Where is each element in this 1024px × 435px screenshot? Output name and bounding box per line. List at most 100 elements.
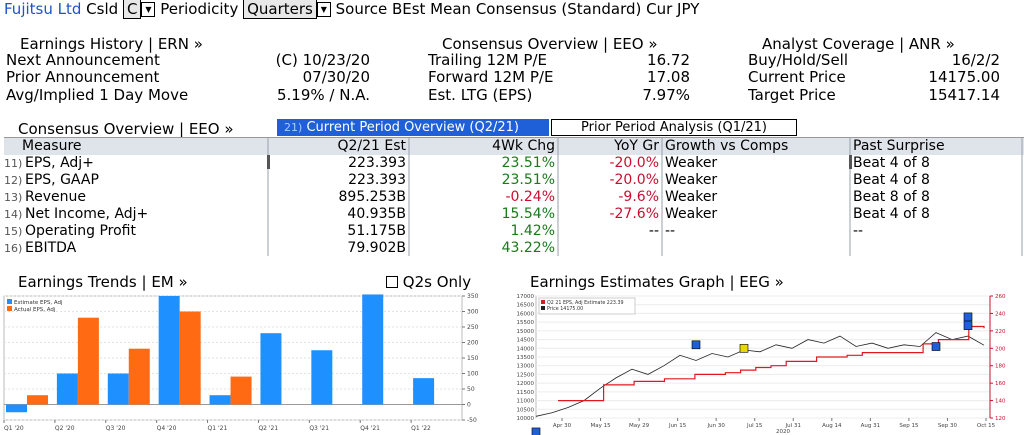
bar-estimate bbox=[260, 333, 282, 405]
tab-prior-period[interactable]: Prior Period Analysis (Q1/21) bbox=[551, 119, 797, 136]
row-growth-vs-comps: Weaker bbox=[665, 189, 718, 205]
row-number: 15) bbox=[4, 225, 23, 238]
right-tick-label: 220 bbox=[995, 329, 1006, 335]
tab-prior-label: Prior Period Analysis (Q1/21) bbox=[581, 120, 767, 135]
bar-estimate bbox=[413, 378, 435, 405]
year-label: 2020 bbox=[776, 429, 790, 435]
left-tick-label: 14000 bbox=[517, 346, 535, 352]
row-measure: Net Income, Adj+ bbox=[25, 206, 149, 222]
row-4wk-change: 23.51% bbox=[501, 155, 555, 171]
row-past-surprise: Beat 8 of 8 bbox=[853, 189, 930, 205]
bar-estimate bbox=[311, 350, 333, 405]
left-tick-label: 16500 bbox=[517, 303, 535, 309]
row-yoy-growth: -27.6% bbox=[609, 206, 659, 222]
row-estimate: 895.253B bbox=[338, 189, 407, 205]
earnings-trends-link[interactable]: Earnings Trends | EM » bbox=[18, 273, 188, 291]
right-tick-label: 140 bbox=[995, 399, 1006, 405]
bar-estimate bbox=[6, 404, 27, 413]
x-tick-label: Sep 15 bbox=[899, 423, 919, 429]
y-tick-label: 300 bbox=[467, 309, 479, 316]
col-measure[interactable]: Measure bbox=[22, 138, 82, 154]
consensus-overview-link[interactable]: Consensus Overview | EEO » bbox=[442, 35, 658, 53]
row-number: 14) bbox=[4, 208, 23, 221]
x-tick-label: Q3 '21 bbox=[309, 425, 329, 432]
tab-current-label: Current Period Overview (Q2/21) bbox=[306, 120, 519, 135]
col-yoy-gr[interactable]: YoY Gr bbox=[614, 138, 659, 154]
row-4wk-change: 43.22% bbox=[501, 240, 555, 256]
bar-estimate bbox=[158, 296, 180, 405]
ltg-label: Est. LTG (EPS) bbox=[428, 86, 533, 104]
left-tick-label: 11500 bbox=[517, 390, 535, 396]
periodicity-select[interactable]: Quarters bbox=[243, 0, 317, 19]
event-marker bbox=[739, 343, 749, 353]
right-tick-label: 260 bbox=[995, 294, 1006, 300]
next-announcement-label: Next Announcement bbox=[6, 51, 160, 69]
col-past-surprise[interactable]: Past Surprise bbox=[853, 138, 945, 154]
periodicity-label: Periodicity bbox=[160, 0, 239, 18]
row-estimate: 223.393 bbox=[348, 155, 406, 171]
trailing-pe-value: 16.72 bbox=[647, 51, 690, 69]
y-tick-label: 100 bbox=[467, 371, 479, 378]
y-tick-label: 250 bbox=[467, 324, 479, 331]
consensus-overview-section-link[interactable]: Consensus Overview | EEO » bbox=[18, 120, 234, 138]
y-tick-label: 350 bbox=[467, 293, 479, 300]
header-bar: Fujitsu Ltd Csld C ▼ Periodicity Quarters… bbox=[4, 0, 699, 19]
row-past-surprise: Beat 4 of 8 bbox=[853, 172, 930, 188]
earnings-estimates-graph-link[interactable]: Earnings Estimates Graph | EEG » bbox=[530, 273, 784, 291]
y-tick-label: -50 bbox=[467, 417, 477, 424]
row-measure: Revenue bbox=[25, 189, 86, 205]
row-yoy-growth: -20.0% bbox=[609, 172, 659, 188]
avg-move-value: 5.19% / N.A. bbox=[277, 86, 370, 104]
bar-actual bbox=[179, 311, 201, 405]
x-tick-label: Jul 15 bbox=[746, 423, 763, 429]
chevron-down-icon[interactable]: ▼ bbox=[316, 2, 331, 17]
row-measure: Operating Profit bbox=[25, 223, 136, 239]
bar-actual bbox=[27, 395, 48, 405]
analyst-coverage-link[interactable]: Analyst Coverage | ANR » bbox=[762, 35, 955, 53]
row-estimate: 51.175B bbox=[347, 223, 406, 239]
earnings-history-link[interactable]: Earnings History | ERN » bbox=[20, 35, 203, 53]
col-growth-vs-comps[interactable]: Growth vs Comps bbox=[665, 138, 789, 154]
x-tick-label: Sep 30 bbox=[938, 423, 958, 429]
ltg-value: 7.97% bbox=[642, 86, 690, 104]
row-estimate: 79.902B bbox=[347, 240, 406, 256]
left-tick-label: 15000 bbox=[517, 329, 535, 335]
right-tick-label: 180 bbox=[995, 364, 1006, 370]
left-tick-label: 12500 bbox=[517, 372, 535, 378]
y-tick-label: 0 bbox=[467, 402, 471, 409]
tab-current-period[interactable]: 21) Current Period Overview (Q2/21) bbox=[277, 119, 549, 136]
legend-swatch bbox=[7, 306, 12, 311]
y-tick-label: 50 bbox=[467, 386, 475, 393]
forward-pe-label: Forward 12M P/E bbox=[428, 68, 554, 86]
left-tick-label: 13000 bbox=[517, 364, 535, 370]
x-tick-label: Jul 31 bbox=[785, 423, 801, 429]
x-tick-label: Q1 '20 bbox=[4, 425, 24, 432]
earnings-trends-chart: -50 0 50 100 150 200 250 300 350 Q1 '20 Q2 '20 Q3 '… bbox=[3, 293, 479, 432]
x-tick-label: Oct 15 bbox=[977, 423, 996, 429]
x-tick-label: Q3 '20 bbox=[106, 425, 126, 432]
row-growth-vs-comps: Weaker bbox=[665, 206, 718, 222]
left-tick-label: 10000 bbox=[517, 416, 535, 422]
prior-announcement-value: 07/30/20 bbox=[302, 68, 370, 86]
col-est[interactable]: Q2/21 Est bbox=[337, 138, 406, 154]
row-growth-vs-comps: Weaker bbox=[665, 172, 718, 188]
col-4wk-chg[interactable]: 4Wk Chg bbox=[492, 138, 555, 154]
legend-label: Price 14175.00 bbox=[547, 306, 583, 312]
estimate-line bbox=[558, 325, 985, 402]
chevron-down-icon[interactable]: ▼ bbox=[141, 2, 156, 17]
x-tick-label: Q1 '21 bbox=[208, 425, 228, 432]
ticker-link[interactable]: Fujitsu Ltd bbox=[4, 0, 82, 18]
x-tick-label: May 29 bbox=[629, 423, 650, 429]
event-marker bbox=[963, 321, 973, 330]
checkbox-icon[interactable] bbox=[386, 276, 398, 288]
row-estimate: 223.393 bbox=[348, 172, 406, 188]
event-marker bbox=[931, 342, 941, 351]
table-grid-lines bbox=[4, 138, 1024, 256]
csld-select[interactable]: C bbox=[122, 0, 142, 19]
row-estimate: 40.935B bbox=[347, 206, 406, 222]
q2s-only-checkbox[interactable]: Q2s Only bbox=[386, 274, 471, 291]
legend-label: Estimate EPS, Adj bbox=[14, 300, 63, 306]
row-past-surprise: Beat 4 of 8 bbox=[853, 206, 930, 222]
y-tick-label: 150 bbox=[467, 355, 479, 362]
consensus-table: Measure Q2/21 Est 4Wk Chg YoY Gr Growth … bbox=[4, 137, 1024, 256]
